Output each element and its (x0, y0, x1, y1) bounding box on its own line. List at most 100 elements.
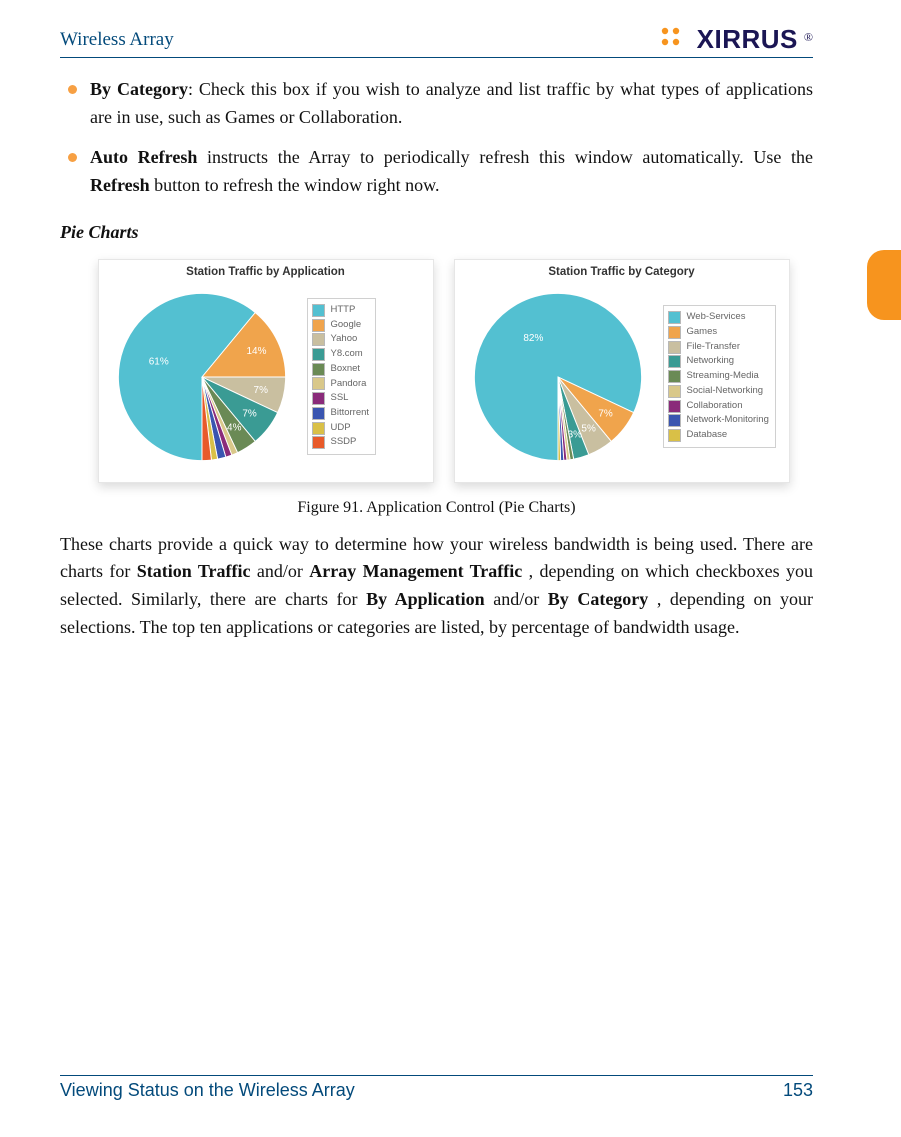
chart2-pie: 82%7%5%3% (463, 282, 653, 472)
legend-label: Bittorrent (331, 406, 370, 421)
bullet-item-by-category: By Category: Check this box if you wish … (90, 76, 813, 132)
bullet-list: By Category: Check this box if you wish … (60, 76, 813, 200)
bullet-bold-2b: Refresh (90, 175, 150, 195)
logo-text: XIRRUS (697, 24, 798, 55)
legend-label: Yahoo (331, 332, 358, 347)
chart-card-application: Station Traffic by Application 61% 14% 7% 7… (98, 259, 434, 483)
para-t4: and/or (493, 589, 548, 609)
legend-swatch-icon (668, 400, 681, 413)
legend-swatch-icon (668, 370, 681, 383)
para-b2: Array Management Traffic (309, 561, 522, 581)
legend-swatch-icon (312, 436, 325, 449)
body-paragraph: These charts provide a quick way to dete… (60, 531, 813, 643)
header-title: Wireless Array (60, 29, 174, 51)
bullet-item-auto-refresh: Auto Refresh instructs the Array to peri… (90, 144, 813, 200)
legend-label: Social-Networking (687, 384, 764, 399)
legend-label: Database (687, 428, 728, 443)
legend-item: Networking (668, 354, 769, 369)
pie-slice-label: 7% (242, 408, 257, 419)
legend-item: HTTP (312, 303, 370, 318)
legend-swatch-icon (668, 311, 681, 324)
legend-item: SSL (312, 391, 370, 406)
pie-slice-label: 4% (227, 422, 242, 433)
footer-section: Viewing Status on the Wireless Array (60, 1080, 355, 1101)
pie-slice-label: 7% (253, 385, 268, 396)
page-footer: Viewing Status on the Wireless Array 153 (60, 1075, 813, 1101)
chart1-legend: HTTPGoogleYahooY8.comBoxnetPandoraSSLBit… (307, 298, 377, 455)
bullet-text-2a: instructs the Array to periodically refr… (197, 147, 813, 167)
legend-swatch-icon (668, 341, 681, 354)
para-b1: Station Traffic (137, 561, 251, 581)
figure-row: Station Traffic by Application 61% 14% 7% 7… (74, 259, 813, 483)
footer-page-number: 153 (783, 1080, 813, 1101)
para-b4: By Category (548, 589, 649, 609)
brand-logo: XIRRUS ® (659, 24, 813, 55)
chart-card-category: Station Traffic by Category 82%7%5%3% We… (454, 259, 790, 483)
legend-swatch-icon (668, 326, 681, 339)
legend-item: Bittorrent (312, 406, 370, 421)
legend-label: UDP (331, 421, 351, 436)
legend-item: Streaming-Media (668, 369, 769, 384)
legend-label: HTTP (331, 303, 356, 318)
section-subtitle: Pie Charts (0, 222, 813, 243)
legend-swatch-icon (312, 392, 325, 405)
legend-label: Google (331, 318, 362, 333)
legend-item: Database (668, 428, 769, 443)
legend-swatch-icon (312, 304, 325, 317)
para-b3: By Application (366, 589, 485, 609)
legend-label: Network-Monitoring (687, 413, 769, 428)
pie-slice-label: 14% (246, 346, 266, 357)
chart2-legend: Web-ServicesGamesFile-TransferNetworking… (663, 305, 776, 447)
legend-swatch-icon (312, 319, 325, 332)
legend-swatch-icon (668, 429, 681, 442)
legend-item: Games (668, 325, 769, 340)
legend-item: Collaboration (668, 399, 769, 414)
legend-swatch-icon (668, 355, 681, 368)
page-header: Wireless Array XIRRUS ® (60, 24, 813, 58)
legend-label: Networking (687, 354, 735, 369)
pie-slice-label: 82% (523, 333, 543, 344)
pie-slice-label: 61% (148, 356, 168, 367)
side-tab-icon (867, 250, 901, 320)
legend-item: Google (312, 318, 370, 333)
para-t2: and/or (257, 561, 309, 581)
chart1-pie: 61%14%7%7%4% (107, 282, 297, 472)
legend-item: File-Transfer (668, 340, 769, 355)
legend-item: Pandora (312, 377, 370, 392)
legend-item: Boxnet (312, 362, 370, 377)
bullet-bold-2: Auto Refresh (90, 147, 197, 167)
legend-swatch-icon (312, 363, 325, 376)
bullet-text-2b: button to refresh the window right now. (150, 175, 440, 195)
chart1-title: Station Traffic by Application (107, 266, 425, 278)
legend-label: Boxnet (331, 362, 361, 377)
bullet-bold-1: By Category (90, 79, 188, 99)
legend-item: Yahoo (312, 332, 370, 347)
legend-label: Pandora (331, 377, 367, 392)
registered-icon: ® (804, 30, 813, 45)
logo-dots-icon (659, 26, 691, 53)
legend-label: Y8.com (331, 347, 363, 362)
legend-item: Network-Monitoring (668, 413, 769, 428)
pie-slice-label: 5% (581, 423, 596, 434)
legend-item: Web-Services (668, 310, 769, 325)
legend-item: Social-Networking (668, 384, 769, 399)
legend-swatch-icon (312, 407, 325, 420)
legend-swatch-icon (312, 348, 325, 361)
chart2-title: Station Traffic by Category (463, 266, 781, 278)
legend-label: Games (687, 325, 718, 340)
figure-caption: Figure 91. Application Control (Pie Char… (60, 499, 813, 517)
legend-label: Web-Services (687, 310, 746, 325)
legend-label: SSL (331, 391, 349, 406)
legend-label: File-Transfer (687, 340, 741, 355)
legend-label: SSDP (331, 435, 357, 450)
legend-label: Collaboration (687, 399, 743, 414)
bullet-text-1: : Check this box if you wish to analyze … (90, 79, 813, 127)
legend-swatch-icon (312, 377, 325, 390)
legend-label: Streaming-Media (687, 369, 759, 384)
legend-swatch-icon (668, 414, 681, 427)
legend-item: SSDP (312, 435, 370, 450)
legend-swatch-icon (312, 422, 325, 435)
pie-slice-label: 7% (598, 408, 613, 419)
legend-item: Y8.com (312, 347, 370, 362)
legend-swatch-icon (668, 385, 681, 398)
